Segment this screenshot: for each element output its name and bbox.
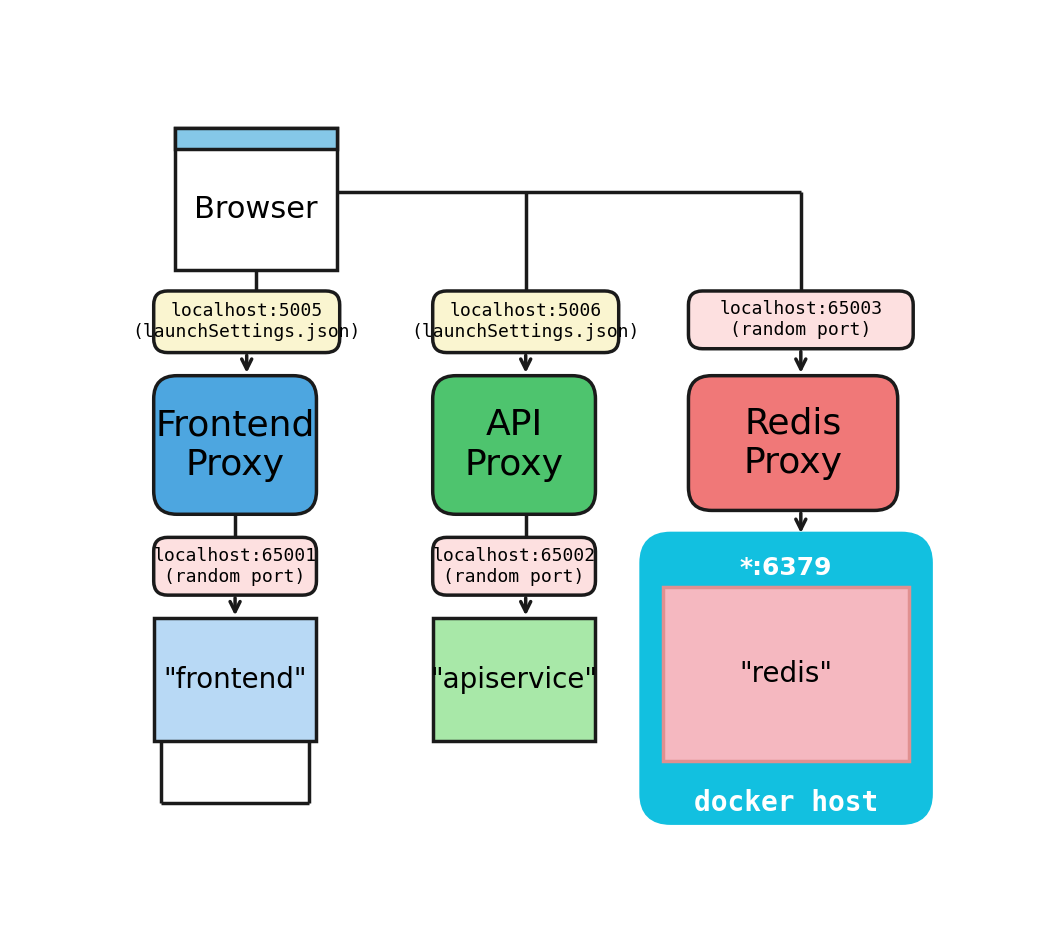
Text: "apiservice": "apiservice": [431, 666, 598, 694]
Text: localhost:5006
(launchSettings.json): localhost:5006 (launchSettings.json): [412, 303, 640, 342]
Text: docker host: docker host: [694, 789, 879, 817]
Text: "redis": "redis": [739, 661, 832, 688]
Text: localhost:65003
(random port): localhost:65003 (random port): [719, 301, 883, 339]
Bar: [154, 618, 317, 741]
Bar: [174, 128, 337, 149]
FancyBboxPatch shape: [154, 376, 317, 514]
FancyBboxPatch shape: [154, 537, 317, 595]
FancyBboxPatch shape: [643, 536, 928, 821]
Text: Frontend
Proxy: Frontend Proxy: [155, 408, 315, 482]
FancyBboxPatch shape: [433, 376, 596, 514]
FancyBboxPatch shape: [154, 291, 340, 353]
Text: Browser: Browser: [194, 195, 318, 224]
Bar: [663, 587, 909, 761]
Text: Redis
Proxy: Redis Proxy: [743, 406, 843, 480]
FancyBboxPatch shape: [689, 291, 913, 348]
FancyBboxPatch shape: [689, 376, 898, 511]
Text: localhost:65001
(random port): localhost:65001 (random port): [153, 547, 317, 586]
Bar: [174, 128, 337, 270]
Bar: [433, 618, 596, 741]
FancyBboxPatch shape: [433, 537, 596, 595]
Text: *:6379: *:6379: [740, 556, 832, 580]
Text: localhost:5005
(launchSettings.json): localhost:5005 (launchSettings.json): [132, 303, 361, 342]
FancyBboxPatch shape: [433, 291, 619, 353]
Text: "frontend": "frontend": [164, 666, 307, 694]
Text: API
Proxy: API Proxy: [465, 408, 564, 482]
Text: localhost:65002
(random port): localhost:65002 (random port): [433, 547, 596, 586]
